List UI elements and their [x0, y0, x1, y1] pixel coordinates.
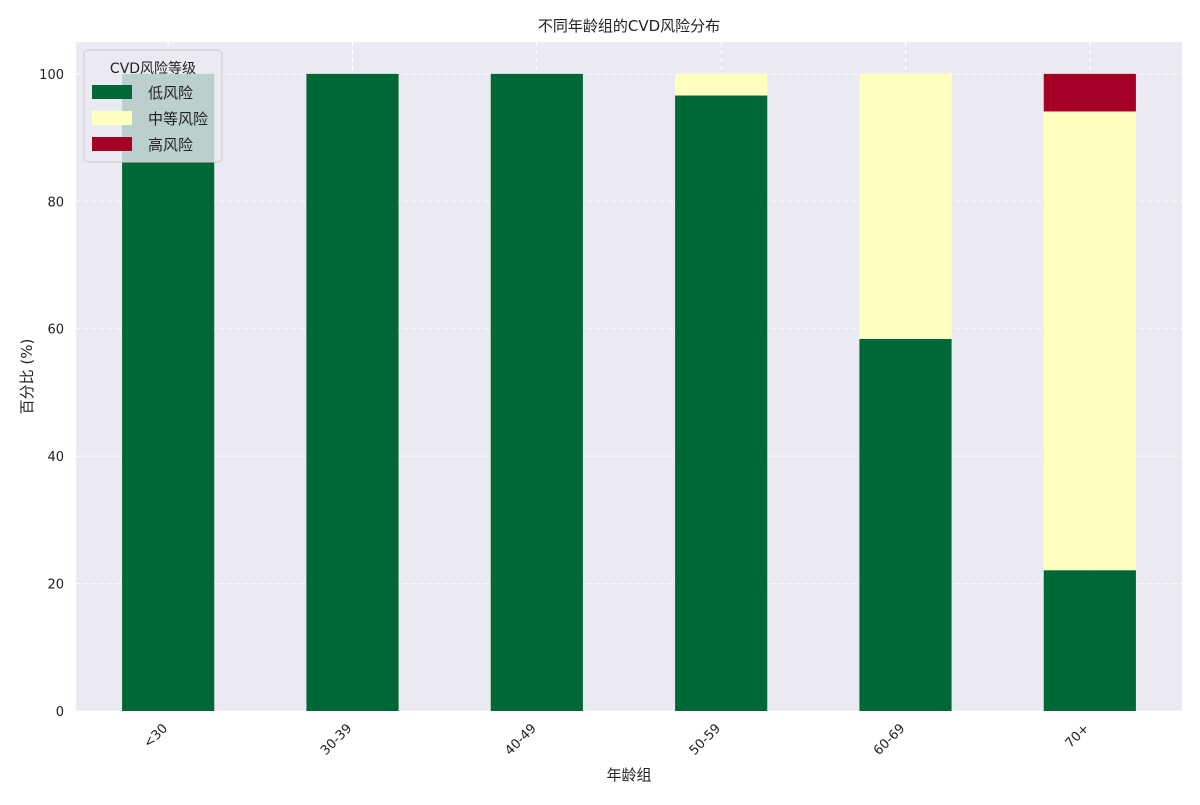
legend-title: CVD风险等级	[110, 60, 196, 77]
y-axis-label: 百分比 (%)	[18, 339, 36, 415]
bar-segment	[1043, 73, 1136, 112]
y-tick-label: 100	[39, 68, 64, 83]
legend-label: 高风险	[148, 136, 193, 154]
legend-swatch	[92, 137, 132, 151]
x-tick-label: <30	[141, 721, 171, 751]
plot-background	[76, 42, 1182, 711]
legend-label: 中等风险	[148, 110, 208, 128]
legend-box	[83, 49, 223, 163]
bars	[122, 73, 1136, 712]
bar-segment	[122, 73, 215, 712]
x-tick-label: 70+	[1063, 721, 1093, 751]
grid-lines	[76, 42, 1182, 712]
x-axis-ticks: <30 30-39 40-49 50-59 60-69 70+	[141, 721, 1093, 758]
bar-segment	[859, 338, 952, 711]
x-tick-label: 40-49	[502, 721, 539, 758]
y-axis-ticks: 0 20 40 60 80 100	[39, 68, 64, 720]
x-tick-label: 30-39	[318, 721, 355, 758]
bar-segment	[859, 73, 952, 339]
bar-segment	[1043, 111, 1136, 571]
bar-segment	[675, 73, 768, 96]
bar-segment	[1043, 570, 1136, 711]
legend-swatch	[92, 85, 132, 99]
x-tick-label: 60-69	[871, 721, 908, 758]
y-tick-label: 20	[47, 578, 64, 593]
x-tick-label: 50-59	[687, 721, 724, 758]
y-tick-label: 0	[56, 705, 64, 720]
y-tick-label: 80	[47, 195, 64, 210]
chart-title: 不同年龄组的CVD风险分布	[538, 17, 720, 35]
bar-segment	[490, 73, 583, 712]
y-tick-label: 40	[47, 450, 64, 465]
legend-label: 低风险	[148, 84, 193, 102]
legend-swatch	[92, 111, 132, 125]
bar-segment	[306, 73, 399, 712]
x-axis-label: 年龄组	[606, 766, 651, 784]
bar-segment	[675, 95, 768, 711]
y-tick-label: 60	[47, 323, 64, 338]
